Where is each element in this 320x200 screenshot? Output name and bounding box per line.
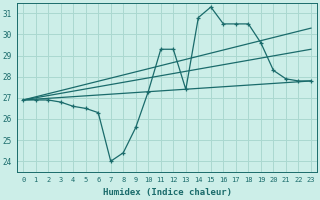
X-axis label: Humidex (Indice chaleur): Humidex (Indice chaleur) <box>102 188 232 197</box>
